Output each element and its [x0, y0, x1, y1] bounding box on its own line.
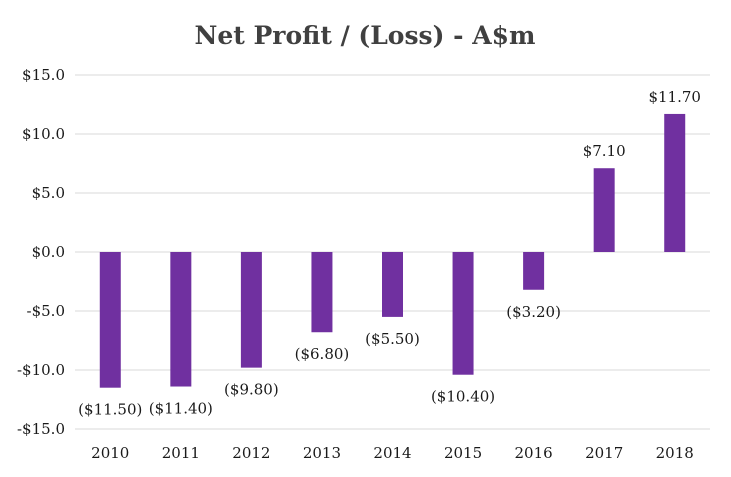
bar [452, 252, 474, 375]
x-tick-label: 2015 [444, 444, 482, 462]
data-label: ($9.80) [224, 381, 279, 399]
chart-title: Net Profit / (Loss) - A$m [194, 21, 535, 50]
data-label: ($5.50) [365, 330, 420, 348]
y-axis-tick-labels: $15.0 $10.0 $5.0 $0.0 -$5.0 -$10.0 -$15.0 [17, 66, 65, 438]
x-tick-label: 2014 [373, 444, 411, 462]
data-labels: ($11.50) ($11.40) ($9.80) ($6.80) ($5.50) ($1… [78, 88, 701, 419]
data-label: $11.70 [648, 88, 701, 106]
y-tick-label: -$10.0 [17, 361, 65, 379]
data-label: ($10.40) [431, 388, 495, 406]
x-tick-label: 2017 [585, 444, 623, 462]
bar [170, 252, 192, 387]
data-label: ($11.50) [78, 401, 142, 419]
bar [593, 168, 615, 252]
x-axis-tick-labels: 2010 2011 2012 2013 2014 2015 2016 2017 2018 [91, 444, 694, 462]
bar [240, 252, 262, 368]
x-tick-label: 2013 [303, 444, 341, 462]
x-tick-label: 2010 [91, 444, 129, 462]
x-tick-label: 2012 [232, 444, 270, 462]
data-label: ($6.80) [295, 345, 350, 363]
y-tick-label: $5.0 [32, 184, 65, 202]
bar [99, 252, 121, 388]
bar [311, 252, 333, 333]
bar [523, 252, 545, 290]
bar [382, 252, 403, 317]
y-tick-label: $0.0 [32, 243, 65, 261]
data-label: $7.10 [583, 142, 626, 160]
y-tick-label: -$5.0 [27, 302, 65, 320]
bars [99, 113, 686, 388]
x-tick-label: 2011 [162, 444, 200, 462]
y-tick-label: $10.0 [22, 125, 65, 143]
data-label: ($11.40) [149, 400, 213, 418]
data-label: ($3.20) [506, 303, 561, 321]
bar [664, 113, 686, 252]
y-tick-label: -$15.0 [17, 420, 65, 438]
x-tick-label: 2018 [656, 444, 694, 462]
x-tick-label: 2016 [515, 444, 553, 462]
y-tick-label: $15.0 [22, 66, 65, 84]
